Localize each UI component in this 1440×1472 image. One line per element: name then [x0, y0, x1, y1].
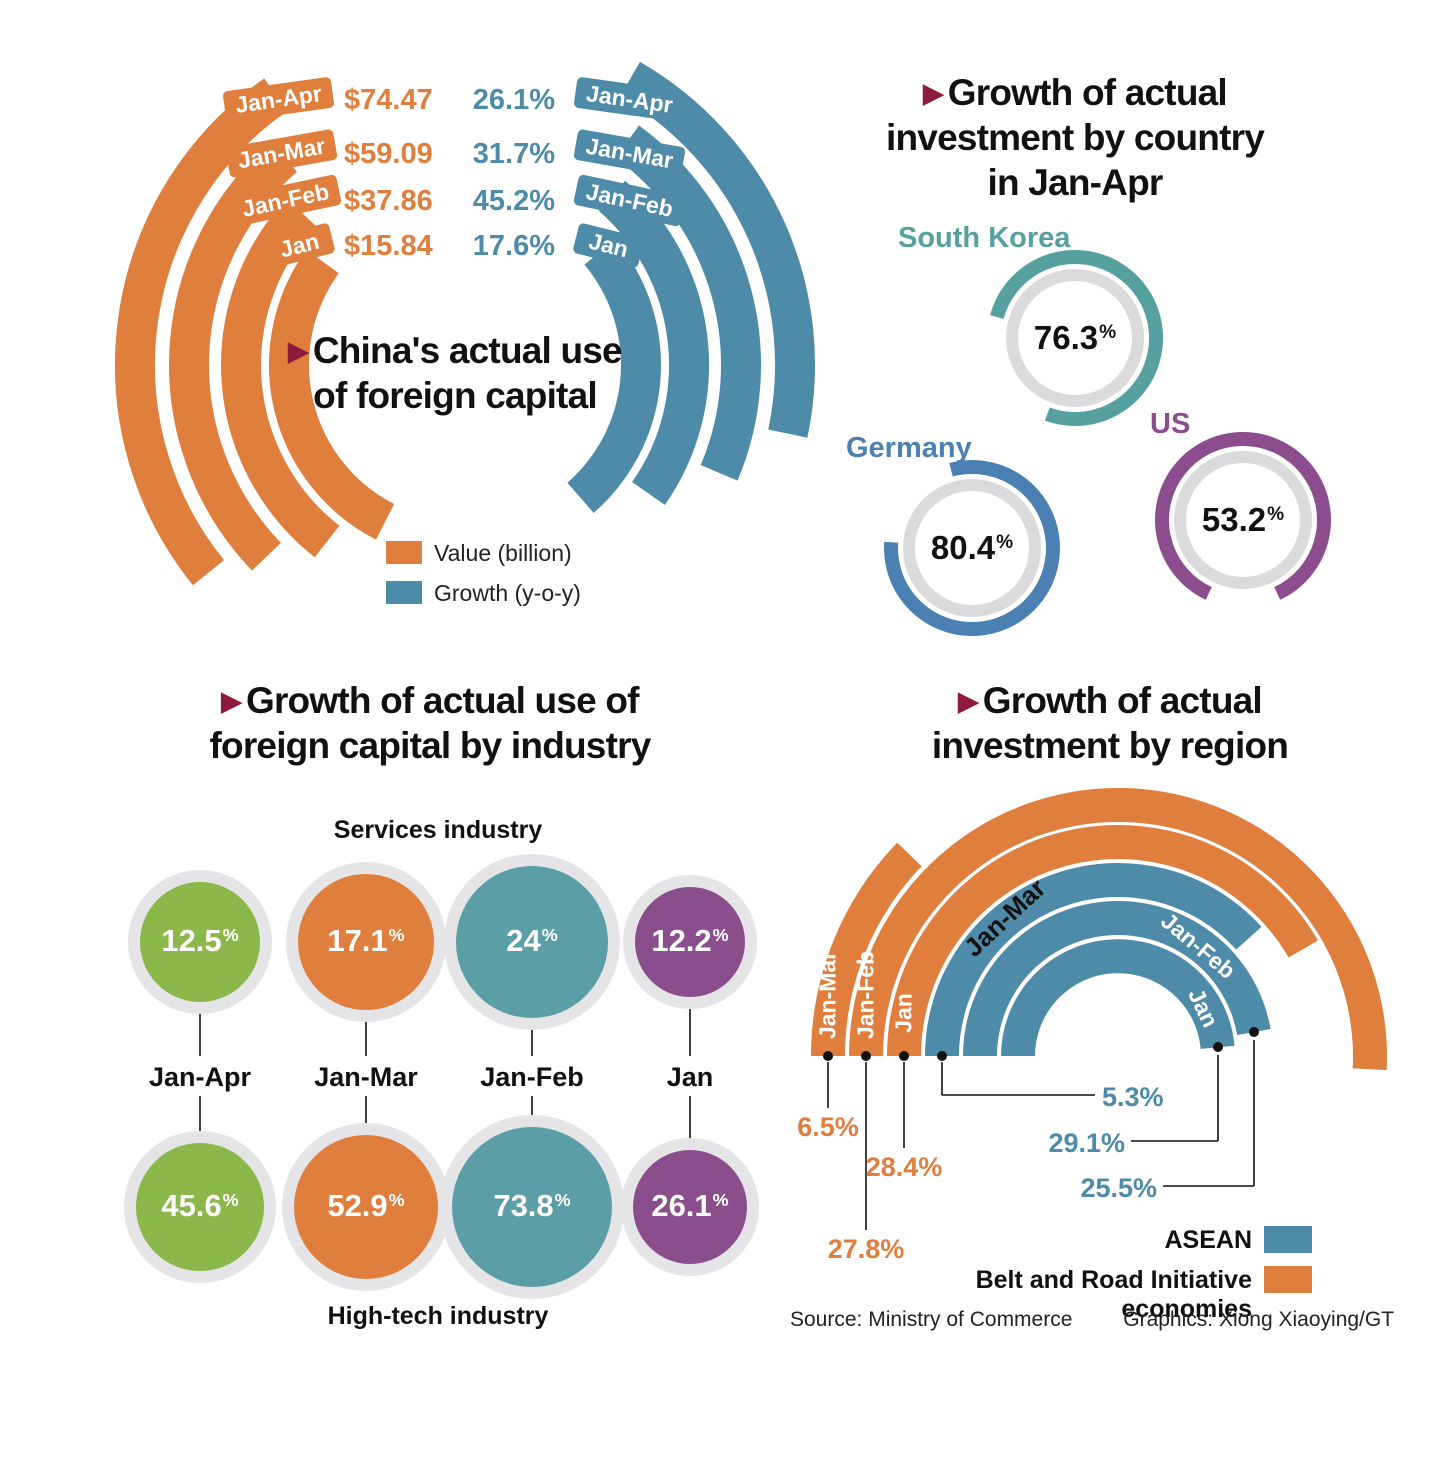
capital-growth-3: 17.6% — [472, 230, 555, 262]
capital-growth-2: 45.2% — [472, 185, 555, 217]
region-legend-asean-swatch — [1264, 1226, 1312, 1253]
country-label-germany: Germany — [846, 432, 972, 464]
region-asean-janfeb-value: 25.5% — [1080, 1173, 1157, 1203]
capital-growth-0: 26.1% — [472, 84, 555, 116]
hightech-value-1: 52.9% — [327, 1188, 405, 1223]
services-value-3: 12.2% — [651, 923, 729, 958]
region-chart-title: ▶ Growth of actual investment by region — [931, 680, 1289, 767]
hightech-value-3: 26.1% — [651, 1188, 729, 1223]
capital-chart-title: ▶ China's actual use of foreign capital — [288, 330, 623, 417]
bullet-icon: ▶ — [958, 686, 978, 716]
source-text: Source: Ministry of Commerce — [790, 1308, 1073, 1331]
country-label-south-korea: South Korea — [898, 222, 1071, 254]
region-bri-janmar-value: 6.5% — [797, 1112, 859, 1142]
region-bri-janfeb-value: 27.8% — [827, 1234, 905, 1264]
capital-growth-1: 31.7% — [472, 138, 555, 170]
region-legend-bri-swatch — [1264, 1266, 1312, 1293]
region-bri-arc-label-janmar: Jan-Mar — [814, 950, 841, 1040]
region-asean-janmar-value: 5.3% — [1102, 1082, 1164, 1112]
region-bri-jan-value: 28.4% — [865, 1152, 943, 1182]
services-value-0: 12.5% — [161, 923, 239, 958]
region-legend-bri-label: Belt and Road Initiative economies — [975, 1266, 1252, 1323]
industry-period-0: Jan-Apr — [148, 1062, 251, 1092]
credit-text: Graphics: Xiong Xiaoying/GT — [1123, 1308, 1395, 1331]
industry-chart-title: ▶ Growth of actual use of foreign capital… — [209, 680, 652, 767]
industry-period-1: Jan-Mar — [314, 1062, 418, 1092]
region-legend-asean-label: ASEAN — [1164, 1226, 1252, 1254]
services-value-2: 24% — [506, 923, 558, 958]
capital-legend-growth: Growth (y-o-y) — [386, 580, 581, 607]
legend-swatch-value — [386, 541, 422, 564]
bullet-icon: ▶ — [923, 78, 943, 108]
capital-value-2: $37.86 — [344, 185, 433, 217]
hightech-value-2: 73.8% — [493, 1188, 571, 1223]
country-value-germany: 80.4% — [930, 529, 1014, 566]
hightech-value-0: 45.6% — [161, 1188, 239, 1223]
region-bri-arc-label-jan: Jan — [890, 993, 917, 1033]
country-value-us: 53.2% — [1201, 501, 1285, 538]
region-bri-arc-label-janfeb: Jan-Feb — [852, 950, 879, 1040]
services-industry-label: Services industry — [333, 816, 543, 844]
capital-value-1: $59.09 — [344, 138, 433, 170]
bullet-icon: ▶ — [288, 336, 308, 366]
country-label-us: US — [1150, 408, 1191, 440]
region-asean-jan-value: 29.1% — [1048, 1128, 1125, 1158]
industry-period-3: Jan — [666, 1062, 714, 1092]
country-chart-title: ▶ Growth of actual investment by country … — [886, 72, 1265, 204]
services-value-1: 17.1% — [327, 923, 405, 958]
capital-value-0: $74.47 — [344, 84, 433, 116]
capital-legend-value: Value (billion) — [386, 540, 572, 567]
capital-value-3: $15.84 — [344, 230, 433, 262]
footer: Source: Ministry of Commerce Graphics: X… — [790, 1308, 1394, 1332]
hightech-industry-label: High-tech industry — [327, 1302, 549, 1330]
legend-swatch-growth — [386, 581, 422, 604]
country-value-south-korea: 76.3% — [1033, 319, 1117, 356]
industry-period-2: Jan-Feb — [480, 1062, 584, 1092]
bullet-icon: ▶ — [221, 686, 241, 716]
